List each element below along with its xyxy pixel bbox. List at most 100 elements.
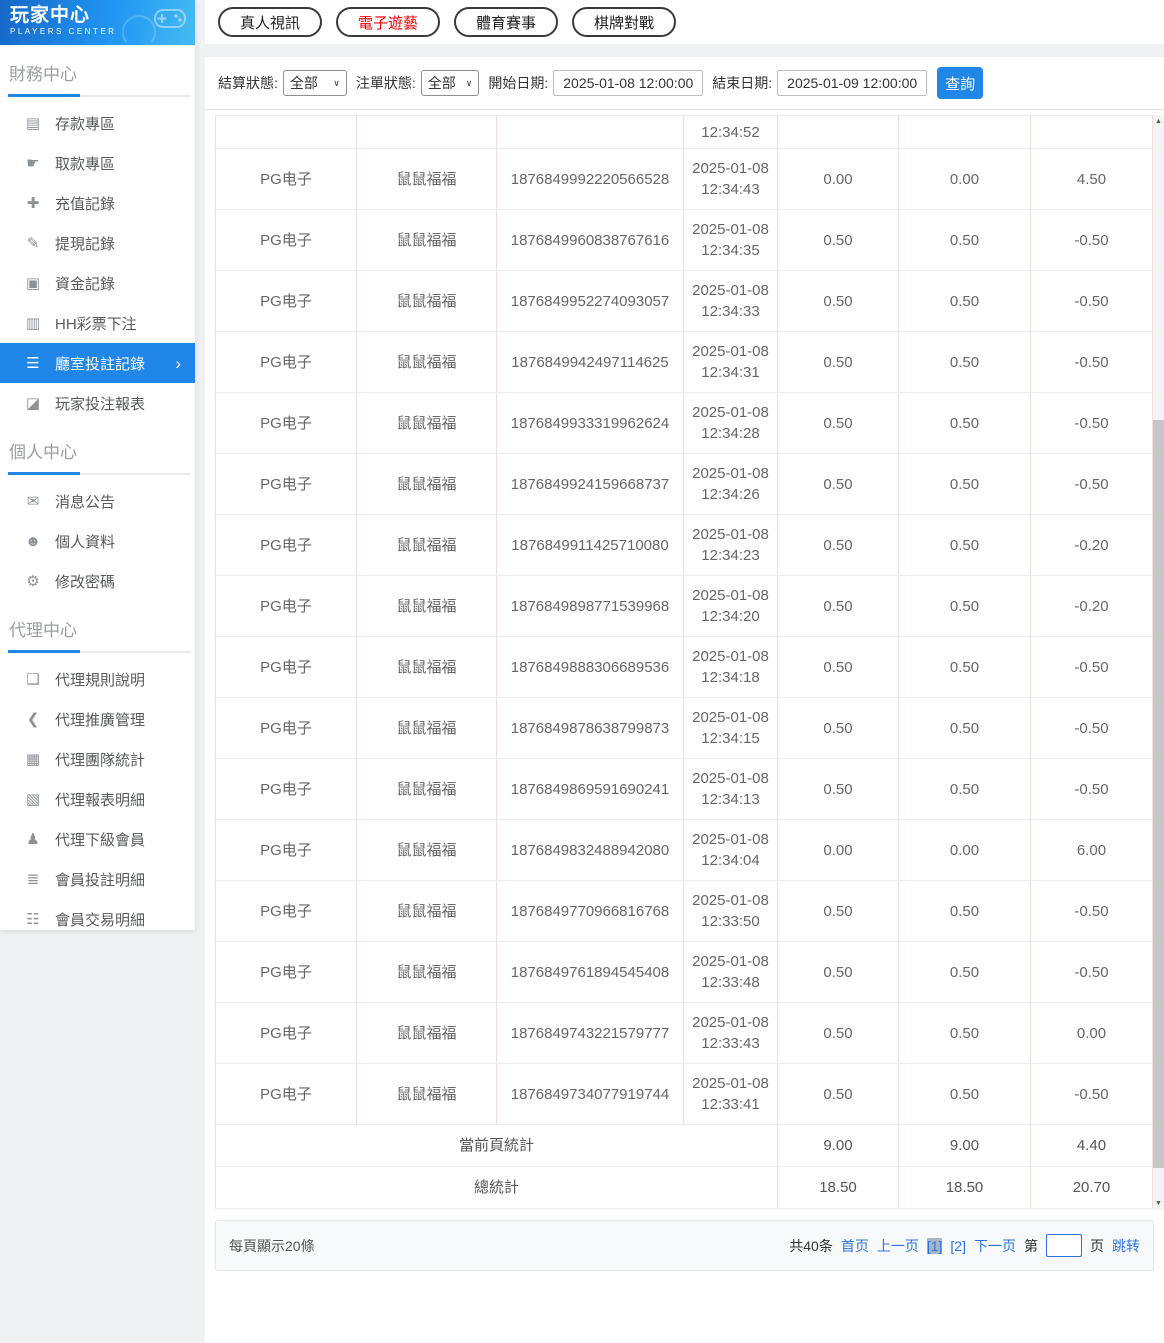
end-date-input[interactable] (777, 70, 928, 96)
cell-line: 鼠鼠福福 (396, 597, 457, 615)
sidebar-item-label: 提現記錄 (55, 235, 116, 253)
order-cell: 1876849878638799873 (497, 698, 684, 758)
valid-bet-cell: 0.50 (899, 210, 1031, 270)
cell-line: 0.50 (823, 719, 853, 737)
winloss-cell: 6.00 (1031, 820, 1153, 880)
page-link-1[interactable]: [1] (926, 1237, 943, 1254)
order-status-select[interactable]: 全部 ∨ (420, 70, 480, 96)
table-row: PG电子 鼠鼠福福 1876849878638799873 2025-01-08 12:… (215, 698, 1153, 759)
cell-line: 1876849743221579777 (510, 1024, 670, 1042)
valid-bet-cell: 18.50 (899, 1167, 1031, 1208)
tab-board-games[interactable]: 棋牌對戰 (572, 7, 677, 37)
time-cell: 2025-01-08 12:33:50 (684, 881, 778, 941)
sidebar-item-agent-promotion[interactable]: ❮ 代理推廣管理 (0, 699, 195, 739)
sidebar-item-change-password[interactable]: ⚙ 修改密碼 (0, 561, 195, 601)
sidebar-item-agent-report-detail[interactable]: ▧ 代理報表明細 (0, 779, 195, 819)
bet-cell: 0.00 (778, 149, 899, 209)
cell-line: 鼠鼠福福 (396, 1024, 457, 1042)
jump-link[interactable]: 跳转 (1112, 1237, 1140, 1254)
tab-e-games[interactable]: 電子遊藝 (336, 7, 441, 37)
app-subtitle: PLAYERS CENTER (10, 27, 117, 36)
scrollbar-thumb[interactable] (1153, 420, 1164, 1168)
bet-cell: 0.50 (778, 271, 899, 331)
table-row: PG电子 鼠鼠福福 1876849761894545408 2025-01-08 12:… (215, 942, 1153, 1003)
sidebar-item-deposit[interactable]: ▤ 存款專區 (0, 103, 195, 143)
section-divider (8, 472, 191, 475)
sidebar-item-recharge-record[interactable]: ✚ 充值記錄 (0, 183, 195, 223)
settle-status-select[interactable]: 全部 ∨ (282, 70, 347, 96)
winloss-cell: 4.40 (1031, 1125, 1153, 1166)
sidebar-item-hh-lottery-bet[interactable]: ▥ HH彩票下注 (0, 303, 195, 343)
cell-line: 0.50 (949, 597, 980, 615)
start-date-input[interactable] (553, 70, 704, 96)
pagination-controls: 共40条 首页 上一页 [1] [2] 下一页 第 页 跳转 (789, 1234, 1140, 1257)
sidebar-item-label: 代理下級會員 (55, 831, 146, 849)
order-cell: 1876849924159668737 (497, 454, 684, 514)
cell-line: PG电子 (260, 475, 312, 493)
bet-cell: 0.00 (778, 820, 899, 880)
sidebar-item-label: 會員投註明細 (55, 871, 146, 889)
cell-line: 18.50 (819, 1179, 857, 1196)
scroll-down-arrow-icon[interactable]: ▼ (1155, 1200, 1162, 1207)
cell-line: 2025-01-08 (692, 953, 769, 970)
sidebar-item-agent-sub-members[interactable]: ♟ 代理下級會員 (0, 819, 195, 859)
sidebar-item-profile[interactable]: ☻ 個人資料 (0, 521, 195, 561)
game-cell: 鼠鼠福福 (357, 515, 497, 575)
winloss-cell: 4.50 (1031, 149, 1153, 209)
content-panel: 結算狀態: 全部 ∨ 注單狀態: 全部 ∨ 開始日期: 結束日期: 查詢 12:… (205, 57, 1164, 1343)
cell-line: 2025-01-08 (692, 343, 769, 360)
filter-bar: 結算狀態: 全部 ∨ 注單狀態: 全部 ∨ 開始日期: 結束日期: 查詢 (205, 57, 1164, 110)
cell-line: -0.50 (1074, 353, 1109, 371)
valid-bet-cell: 0.50 (899, 942, 1031, 1002)
ticket-icon: ▥ (25, 315, 41, 332)
next-page-link[interactable]: 下一页 (974, 1237, 1016, 1254)
cell-line: PG电子 (260, 353, 312, 371)
search-button[interactable]: 查詢 (937, 67, 984, 99)
cell-line: -0.50 (1074, 292, 1109, 310)
sidebar-item-withdraw[interactable]: ☛ 取款專區 (0, 143, 195, 183)
cell-line: PG电子 (260, 231, 312, 249)
bet-cell: 0.50 (778, 942, 899, 1002)
moneybag-coin-icon: ▣ (25, 275, 41, 292)
prev-page-link[interactable]: 上一页 (876, 1237, 919, 1254)
cell-line: PG电子 (260, 841, 312, 859)
cell-line: 1876849924159668737 (510, 475, 670, 493)
cell-line: 鼠鼠福福 (396, 414, 457, 432)
sidebar-item-funds-record[interactable]: ▣ 資金記錄 (0, 263, 195, 303)
cell-line: 0.50 (823, 475, 853, 493)
sidebar-item-announcements[interactable]: ✉ 消息公告 (0, 481, 195, 521)
scroll-up-arrow-icon[interactable]: ▲ (1155, 118, 1162, 125)
tab-sports[interactable]: 體育賽事 (454, 7, 559, 37)
winloss-cell: -0.50 (1031, 210, 1153, 270)
cell-line: 2025-01-08 (692, 770, 769, 787)
order-cell: 1876849992220566528 (497, 149, 684, 209)
first-page-link[interactable]: 首页 (840, 1237, 869, 1254)
game-cell: 鼠鼠福福 (357, 698, 497, 758)
sidebar-item-agent-rules[interactable]: ❏ 代理規則說明 (0, 659, 195, 699)
sidebar-item-member-bet-detail[interactable]: ≣ 會員投註明細 (0, 859, 195, 899)
provider-cell: PG电子 (215, 515, 357, 575)
jump-page-input[interactable] (1046, 1234, 1082, 1257)
cell-line: 0.00 (823, 170, 853, 188)
sidebar-item-label: 充值記錄 (55, 195, 116, 213)
bet-cell: 0.50 (778, 637, 899, 697)
game-cell: 鼠鼠福福 (357, 881, 497, 941)
provider-cell: PG电子 (215, 942, 357, 1002)
cell-line: 12:34:04 (701, 852, 760, 869)
provider-cell: PG电子 (215, 698, 357, 758)
table-row: PG电子 鼠鼠福福 1876849992220566528 2025-01-08 12:… (215, 149, 1153, 210)
page-link-2[interactable]: [2] (950, 1237, 966, 1254)
cell-line: PG电子 (260, 597, 312, 615)
sidebar-item-member-trans-detail[interactable]: ☷ 會員交易明細 (0, 899, 195, 939)
time-cell: 2025-01-08 12:33:43 (684, 1003, 778, 1063)
sidebar-item-room-bet-record[interactable]: ☰ 廳室投註記錄 › (0, 343, 195, 383)
sidebar-item-player-bet-report[interactable]: ◪ 玩家投注報表 (0, 383, 195, 423)
bet-cell: 18.50 (778, 1167, 899, 1208)
sidebar-item-agent-team-stats[interactable]: ▦ 代理團隊統計 (0, 739, 195, 779)
cell-line: 12:34:13 (701, 791, 760, 808)
cell-line: 2025-01-08 (692, 221, 769, 238)
valid-bet-cell: 0.50 (899, 1003, 1031, 1063)
tab-live-video[interactable]: 真人視訊 (218, 7, 323, 37)
cell-line: 12:33:48 (701, 974, 760, 991)
sidebar-item-withdraw-record[interactable]: ✎ 提現記錄 (0, 223, 195, 263)
